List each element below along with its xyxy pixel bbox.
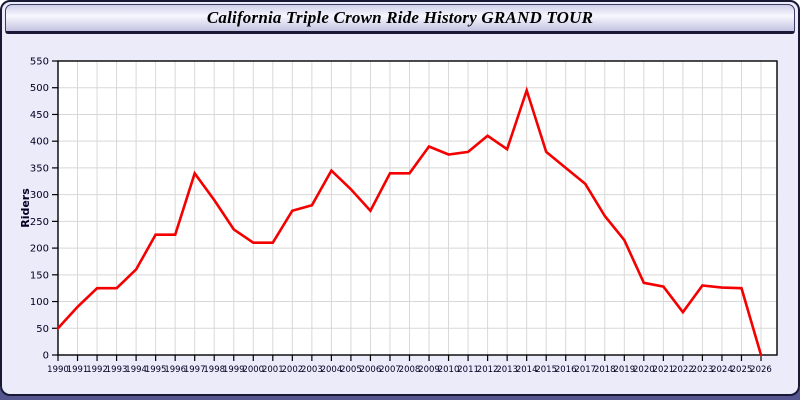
y-axis-title: Riders: [19, 188, 32, 228]
y-tick-label: 100: [30, 297, 49, 308]
x-tick-label: 2016: [555, 365, 577, 375]
y-tick-label: 450: [30, 110, 49, 121]
x-tick-label: 2012: [477, 365, 499, 375]
x-tick-label: 2008: [399, 365, 421, 375]
chart-container: 0 50 100 150 200 250 300 350 400 450 500 550 1990 199…: [2, 38, 798, 390]
x-tick-label: 2022: [672, 365, 694, 375]
x-tick-label: 2025: [731, 365, 753, 375]
x-tick-label: 2007: [379, 365, 401, 375]
x-tick-label: 2023: [692, 365, 714, 375]
x-tick-label: 2000: [242, 365, 264, 375]
x-tick-label: 2021: [653, 365, 675, 375]
x-tick-label: 1998: [203, 365, 225, 375]
x-tick-label: 2019: [613, 365, 635, 375]
x-tick-label: 1991: [67, 365, 89, 375]
x-tick-label: 2020: [633, 365, 655, 375]
x-tick-label: 1999: [223, 365, 245, 375]
chart-canvas: 0501001502002503003504004505005501990199…: [19, 57, 778, 375]
x-tick-label: 2014: [516, 365, 538, 375]
x-tick-label: 1992: [86, 365, 108, 375]
x-tick-label: 1990: [47, 365, 69, 375]
x-tick-label: 2009: [418, 365, 440, 375]
x-tick-label: 2003: [301, 365, 323, 375]
x-tick-label: 2002: [282, 365, 304, 375]
y-tick-label: 250: [30, 217, 49, 228]
y-tick-label: 50: [36, 324, 49, 335]
x-tick-label: 2006: [360, 365, 382, 375]
x-tick-label: 2001: [262, 365, 284, 375]
x-tick-label: 2011: [457, 365, 479, 375]
title-bar: California Triple Crown Ride History GRA…: [5, 4, 795, 34]
x-tick-label: 2005: [340, 365, 362, 375]
x-tick-label: 2026: [750, 365, 772, 375]
x-tick-label: 2010: [438, 365, 460, 375]
plot-frame: [57, 60, 778, 356]
x-tick-label: 1996: [164, 365, 186, 375]
y-tick-label: 500: [30, 83, 49, 94]
plot-area: [58, 61, 777, 355]
x-tick-label: 1994: [125, 365, 147, 375]
y-tick-label: 550: [30, 57, 49, 68]
x-tick-label: 2018: [594, 365, 616, 375]
y-tick-label: 400: [30, 137, 49, 148]
x-tick-label: 2017: [574, 365, 596, 375]
x-tick-label: 2004: [321, 365, 343, 375]
y-tick-label: 150: [30, 270, 49, 281]
x-tick-label: 2024: [711, 365, 733, 375]
y-tick-label: 350: [30, 163, 49, 174]
riders-line: [56, 86, 763, 357]
page-title: California Triple Crown Ride History GRA…: [206, 8, 594, 27]
x-tick-label: 1993: [106, 365, 128, 375]
x-tick-label: 2015: [535, 365, 557, 375]
y-tick-label: 0: [43, 351, 49, 362]
y-tick-label: 300: [30, 190, 49, 201]
y-tick-label: 200: [30, 244, 49, 255]
x-tick-label: 2013: [496, 365, 518, 375]
x-tick-label: 1997: [184, 365, 206, 375]
x-tick-label: 1995: [145, 365, 167, 375]
